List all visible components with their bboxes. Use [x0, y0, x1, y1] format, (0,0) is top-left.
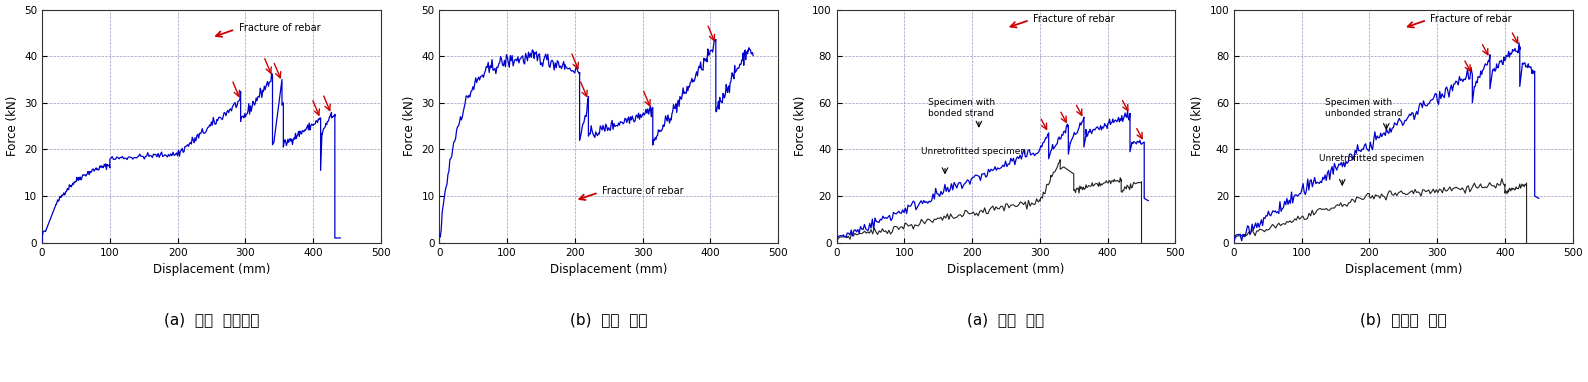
Text: Fracture of rebar: Fracture of rebar — [1034, 14, 1115, 24]
Text: Fracture of rebar: Fracture of rebar — [238, 23, 321, 33]
X-axis label: Displacement (mm): Displacement (mm) — [948, 263, 1064, 276]
Text: Specimen with
unbonded strand: Specimen with unbonded strand — [1326, 98, 1402, 118]
Text: (a)  중력  저항골조: (a) 중력 저항골조 — [164, 312, 259, 328]
Y-axis label: Force (kN): Force (kN) — [403, 96, 416, 156]
Text: Fracture of rebar: Fracture of rebar — [1431, 14, 1512, 24]
X-axis label: Displacement (mm): Displacement (mm) — [1345, 263, 1463, 276]
Text: Unretrofitted specimen: Unretrofitted specimen — [921, 147, 1026, 156]
Text: Unretrofitted specimen: Unretrofitted specimen — [1318, 154, 1423, 163]
Text: (a)  부착  강선: (a) 부착 강선 — [967, 312, 1045, 328]
Y-axis label: Force (kN): Force (kN) — [794, 96, 807, 156]
Y-axis label: Force (kN): Force (kN) — [5, 96, 19, 156]
X-axis label: Displacement (mm): Displacement (mm) — [549, 263, 667, 276]
Text: (b)  비부착  강선: (b) 비부착 강선 — [1359, 312, 1447, 328]
Y-axis label: Force (kN): Force (kN) — [1191, 96, 1204, 156]
Text: (b)  내진  골조: (b) 내진 골조 — [570, 312, 648, 328]
Text: Specimen with
bonded strand: Specimen with bonded strand — [927, 98, 996, 118]
X-axis label: Displacement (mm): Displacement (mm) — [152, 263, 270, 276]
Text: Fracture of rebar: Fracture of rebar — [602, 186, 683, 196]
